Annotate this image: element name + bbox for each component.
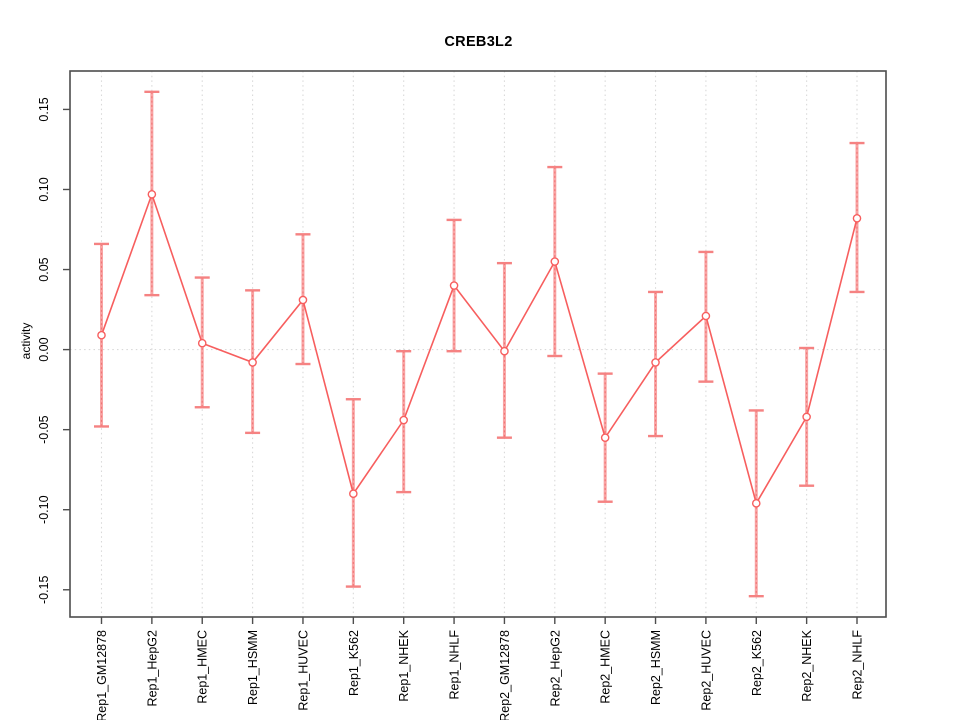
data-point-marker xyxy=(197,338,207,348)
data-point-marker xyxy=(600,433,610,442)
data-point-marker xyxy=(651,358,660,367)
data-point-marker xyxy=(550,257,560,266)
x-tick-label: Rep1_HepG2 xyxy=(145,630,159,706)
x-tick-label: Rep2_HSMM xyxy=(649,630,663,705)
x-tick-label: Rep1_HSMM xyxy=(246,630,260,705)
y-tick-label: 0.10 xyxy=(37,177,51,201)
y-tick-label: -0.05 xyxy=(37,415,51,444)
y-tick-label: -0.10 xyxy=(37,495,51,524)
data-point-marker xyxy=(298,295,308,305)
y-tick-label: -0.15 xyxy=(37,575,51,604)
x-tick-label: Rep1_HMEC xyxy=(196,630,210,704)
x-tick-label: Rep1_GM12878 xyxy=(95,630,109,720)
y-tick-label: 0.15 xyxy=(37,97,51,121)
data-point-marker xyxy=(751,499,761,508)
y-tick-label: 0.00 xyxy=(37,337,51,361)
data-point-marker xyxy=(248,358,257,367)
data-point-marker xyxy=(852,214,862,223)
data-point-marker xyxy=(701,311,711,321)
x-tick-label: Rep2_GM12878 xyxy=(498,630,512,720)
x-tick-label: Rep1_K562 xyxy=(347,630,361,696)
data-point-marker xyxy=(147,189,157,199)
chart-title: CREB3L2 xyxy=(444,34,513,50)
x-tick-label: Rep1_HUVEC xyxy=(296,630,310,711)
data-point-marker xyxy=(500,346,509,356)
x-tick-label: Rep1_NHEK xyxy=(397,629,411,701)
data-point-marker xyxy=(449,281,459,290)
data-point-marker xyxy=(399,415,409,425)
x-tick-label: Rep2_HepG2 xyxy=(548,630,562,706)
x-tick-label: Rep2_HUVEC xyxy=(699,630,713,711)
data-point-marker xyxy=(97,330,106,340)
y-tick-label: 0.05 xyxy=(37,257,51,281)
x-tick-label: Rep1_NHLF xyxy=(448,630,462,700)
x-tick-label: Rep2_NHLF xyxy=(851,630,865,700)
data-point-marker xyxy=(802,412,811,422)
x-tick-label: Rep2_NHEK xyxy=(800,629,814,701)
x-tick-label: Rep2_HMEC xyxy=(599,630,613,704)
data-point-marker xyxy=(349,489,358,499)
series-line xyxy=(100,191,858,506)
x-tick-label: Rep2_K562 xyxy=(750,630,764,696)
plot-frame xyxy=(69,70,887,618)
